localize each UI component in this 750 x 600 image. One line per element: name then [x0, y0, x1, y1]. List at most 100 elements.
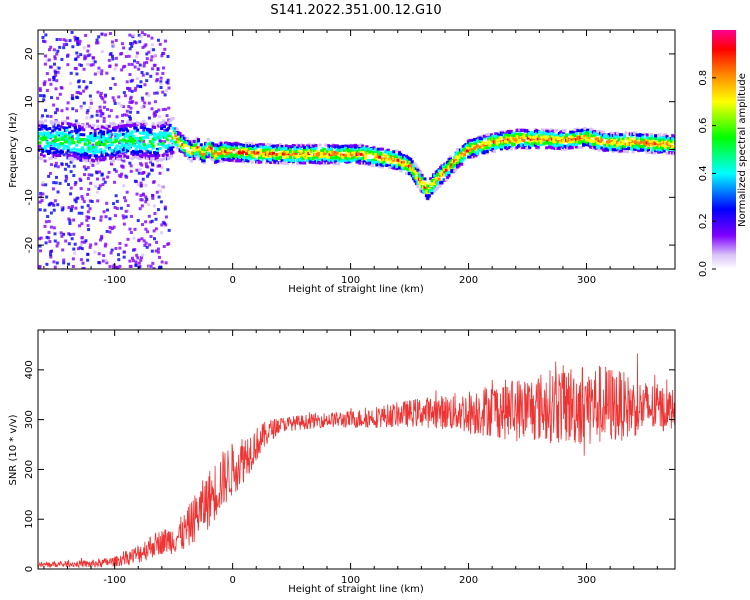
heatmap-noise-cell: [152, 237, 156, 241]
heatmap-ridge-cell: [318, 161, 322, 165]
heatmap-noise-cell: [145, 52, 149, 56]
heatmap-noise-cell: [141, 98, 145, 102]
heatmap-noise-cell: [60, 109, 64, 113]
heatmap-ridge-cell: [89, 160, 93, 164]
heatmap-ridge-cell: [263, 145, 267, 149]
heatmap-ridge-cell: [291, 161, 295, 165]
heatmap-noise-cell: [53, 62, 57, 66]
heatmap-ridge-cell: [456, 161, 460, 165]
heatmap-ridge-cell: [143, 131, 147, 135]
heatmap-ridge-cell: [327, 161, 331, 165]
heatmap-noise-cell: [156, 38, 160, 42]
heatmap-ridge-cell: [433, 189, 437, 193]
heatmap-ridge-cell: [221, 159, 225, 163]
heatmap-noise-cell: [122, 152, 126, 156]
heatmap-ridge-cell: [280, 147, 284, 151]
heatmap-noise-cell: [67, 232, 71, 236]
heatmap-ridge-cell: [160, 127, 164, 131]
heatmap-ridge-cell: [419, 182, 423, 186]
heatmap-noise-cell: [163, 128, 167, 132]
snr-y-tick-label: 400: [24, 360, 35, 379]
heatmap-ridge-cell: [82, 158, 86, 162]
heatmap-noise-cell: [146, 174, 150, 178]
heatmap-noise-cell: [162, 66, 166, 70]
heatmap-noise-cell: [145, 72, 149, 76]
heatmap-noise-cell: [143, 83, 147, 87]
heatmap-ridge-cell: [600, 138, 604, 142]
heatmap-noise-cell: [42, 81, 46, 85]
heatmap-ridge-cell: [61, 131, 65, 135]
heatmap-noise-cell: [137, 265, 141, 269]
heatmap-ridge-cell: [482, 136, 486, 140]
heatmap-ridge-cell: [204, 148, 208, 152]
heatmap-ridge-cell: [583, 127, 587, 131]
heatmap-ridge-cell: [277, 152, 281, 156]
heatmap-noise-cell: [78, 63, 82, 67]
heatmap-noise-cell: [142, 128, 146, 132]
heatmap-ridge-cell: [219, 143, 223, 147]
heatmap-ridge-cell: [549, 128, 553, 132]
heatmap-noise-cell: [53, 69, 57, 73]
heatmap-noise-cell: [75, 95, 79, 99]
heatmap-ridge-cell: [515, 132, 519, 136]
heatmap-noise-cell: [140, 237, 144, 241]
heatmap-ridge-cell: [630, 146, 634, 150]
heatmap-noise-cell: [52, 78, 56, 82]
heatmap-noise-cell: [161, 71, 165, 75]
heatmap-ridge-cell: [154, 137, 158, 141]
heatmap-ridge-cell: [397, 163, 401, 167]
heatmap-noise-cell: [85, 111, 89, 115]
heatmap-noise-cell: [101, 183, 105, 187]
heatmap-ridge-cell: [246, 144, 250, 148]
heatmap-ridge-cell: [73, 151, 77, 155]
heatmap-noise-cell: [139, 258, 143, 262]
heatmap-noise-cell: [128, 100, 132, 104]
heatmap-ridge-cell: [427, 194, 431, 198]
heatmap-noise-cell: [99, 238, 103, 242]
heatmap-noise-cell: [40, 116, 44, 120]
heatmap-ridge-cell: [293, 156, 297, 160]
heatmap-ridge-cell: [187, 157, 191, 161]
heatmap-noise-cell: [87, 187, 91, 191]
heatmap-ridge-cell: [95, 149, 99, 153]
heatmap-ridge-cell: [439, 183, 443, 187]
heatmap-noise-cell: [135, 253, 139, 257]
heatmap-noise-cell: [45, 58, 49, 62]
heatmap-ridge-cell: [205, 142, 209, 146]
heatmap-ridge-cell: [386, 151, 390, 155]
heatmap-noise-cell: [41, 181, 45, 185]
heatmap-ridge-cell: [213, 149, 217, 153]
heatmap-noise-cell: [72, 164, 76, 168]
heatmap-noise-cell: [72, 247, 76, 251]
heatmap-ridge-cell: [267, 157, 271, 161]
heatmap-noise-cell: [167, 86, 171, 90]
heatmap-ridge-cell: [252, 153, 256, 157]
heatmap-noise-cell: [91, 63, 95, 67]
heatmap-noise-cell: [98, 105, 102, 109]
heatmap-ridge-cell: [552, 136, 556, 140]
heatmap-noise-cell: [129, 264, 133, 268]
heatmap-ridge-cell: [615, 143, 619, 147]
heatmap-ridge-cell: [58, 144, 62, 148]
heatmap-noise-cell: [155, 79, 159, 83]
heatmap-ridge-cell: [604, 135, 608, 139]
heatmap-noise-cell: [97, 252, 101, 256]
heatmap-ridge-cell: [80, 126, 84, 130]
heatmap-noise-cell: [97, 261, 101, 265]
heatmap-ridge-cell: [92, 123, 96, 127]
heatmap-ridge-cell: [215, 157, 219, 161]
heatmap-noise-cell: [89, 81, 93, 85]
snr-x-tick-label: 100: [341, 575, 360, 586]
heatmap-ridge-cell: [266, 142, 270, 146]
heatmap-ridge-cell: [641, 148, 645, 152]
heatmap-noise-cell: [130, 44, 134, 48]
heatmap-noise-cell: [47, 219, 51, 223]
heatmap-noise-cell: [144, 241, 148, 245]
heatmap-ridge-cell: [562, 140, 566, 144]
heatmap-ridge-cell: [659, 138, 663, 142]
heatmap-ridge-cell: [145, 135, 149, 139]
heatmap-ridge-cell: [112, 159, 116, 163]
heatmap-noise-cell: [108, 227, 112, 231]
heatmap-noise-cell: [99, 218, 103, 222]
heatmap-noise-cell: [95, 109, 99, 113]
